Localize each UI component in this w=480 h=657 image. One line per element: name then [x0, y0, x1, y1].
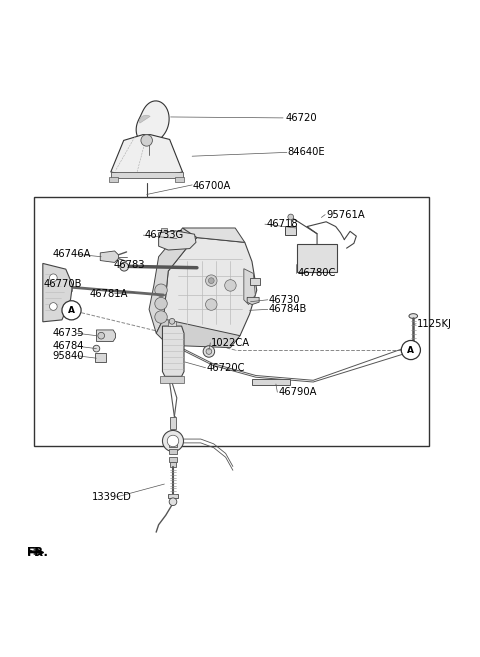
- Polygon shape: [156, 319, 240, 348]
- Text: 46718: 46718: [266, 219, 298, 229]
- Polygon shape: [100, 251, 119, 262]
- Bar: [96, 353, 106, 362]
- Circle shape: [164, 440, 166, 442]
- Text: 1125KJ: 1125KJ: [417, 319, 452, 328]
- Text: 46783: 46783: [113, 260, 144, 270]
- Text: A: A: [68, 306, 75, 315]
- Bar: [168, 321, 176, 326]
- Circle shape: [169, 319, 175, 324]
- Circle shape: [93, 345, 100, 352]
- Circle shape: [155, 298, 167, 310]
- Circle shape: [169, 498, 177, 506]
- Text: 46720: 46720: [286, 113, 317, 123]
- Circle shape: [205, 275, 217, 286]
- Polygon shape: [182, 228, 245, 242]
- Polygon shape: [140, 115, 150, 123]
- Circle shape: [225, 280, 236, 291]
- Circle shape: [162, 430, 183, 451]
- Bar: [252, 379, 290, 385]
- Bar: [109, 177, 118, 181]
- Circle shape: [49, 303, 57, 310]
- Text: FR.: FR.: [27, 547, 43, 558]
- Circle shape: [155, 284, 167, 296]
- Circle shape: [98, 332, 105, 339]
- Circle shape: [167, 434, 168, 436]
- Circle shape: [401, 340, 420, 359]
- Bar: [311, 250, 320, 267]
- Circle shape: [206, 349, 212, 354]
- Polygon shape: [158, 231, 196, 250]
- Bar: [286, 225, 296, 235]
- Bar: [187, 231, 193, 239]
- Text: 1022CA: 1022CA: [211, 338, 251, 348]
- Bar: [169, 457, 177, 462]
- Polygon shape: [162, 326, 184, 376]
- Bar: [170, 462, 176, 467]
- Polygon shape: [111, 135, 182, 174]
- Circle shape: [208, 278, 214, 284]
- Bar: [34, 197, 429, 445]
- Circle shape: [180, 440, 181, 442]
- Text: 46790A: 46790A: [278, 387, 317, 397]
- Bar: [298, 244, 336, 272]
- Text: A: A: [408, 346, 414, 355]
- Bar: [170, 417, 176, 429]
- Bar: [169, 449, 177, 454]
- Circle shape: [49, 274, 57, 282]
- Bar: [111, 172, 182, 178]
- Text: 46781A: 46781A: [89, 288, 128, 298]
- Bar: [250, 278, 260, 285]
- Circle shape: [167, 445, 168, 447]
- Polygon shape: [43, 263, 72, 322]
- Circle shape: [205, 299, 217, 310]
- Circle shape: [178, 434, 180, 436]
- Circle shape: [155, 311, 167, 323]
- Text: 95761A: 95761A: [326, 210, 365, 219]
- Bar: [175, 177, 184, 181]
- Polygon shape: [96, 330, 116, 342]
- Text: 46735: 46735: [52, 328, 84, 338]
- Circle shape: [170, 236, 180, 245]
- Text: 46770B: 46770B: [44, 279, 82, 290]
- Text: 46730: 46730: [269, 295, 300, 305]
- Circle shape: [172, 447, 174, 449]
- Text: 46746A: 46746A: [52, 249, 91, 260]
- Bar: [300, 250, 308, 267]
- Ellipse shape: [409, 313, 418, 319]
- Circle shape: [141, 135, 153, 146]
- Bar: [160, 376, 184, 382]
- Text: 46784B: 46784B: [269, 304, 307, 314]
- Bar: [169, 442, 177, 447]
- Text: 84640E: 84640E: [288, 147, 325, 158]
- Bar: [168, 493, 178, 499]
- Circle shape: [172, 432, 174, 434]
- Text: 46733G: 46733G: [144, 230, 183, 240]
- Polygon shape: [247, 298, 259, 305]
- Polygon shape: [136, 101, 169, 145]
- Text: 1339CD: 1339CD: [92, 492, 132, 502]
- Text: 46720C: 46720C: [206, 363, 245, 373]
- Text: 46700A: 46700A: [192, 181, 230, 191]
- Circle shape: [178, 445, 180, 447]
- Circle shape: [167, 435, 179, 447]
- Circle shape: [62, 301, 81, 320]
- Bar: [323, 250, 331, 267]
- Polygon shape: [244, 269, 255, 305]
- Polygon shape: [149, 228, 197, 333]
- Circle shape: [288, 214, 294, 220]
- Bar: [161, 228, 167, 237]
- Polygon shape: [163, 238, 257, 343]
- Text: 46780C: 46780C: [298, 269, 336, 279]
- Text: 95840: 95840: [52, 351, 84, 361]
- Circle shape: [120, 262, 129, 271]
- Text: FR.: FR.: [27, 546, 49, 559]
- Text: 46784: 46784: [52, 341, 84, 351]
- Circle shape: [203, 346, 215, 357]
